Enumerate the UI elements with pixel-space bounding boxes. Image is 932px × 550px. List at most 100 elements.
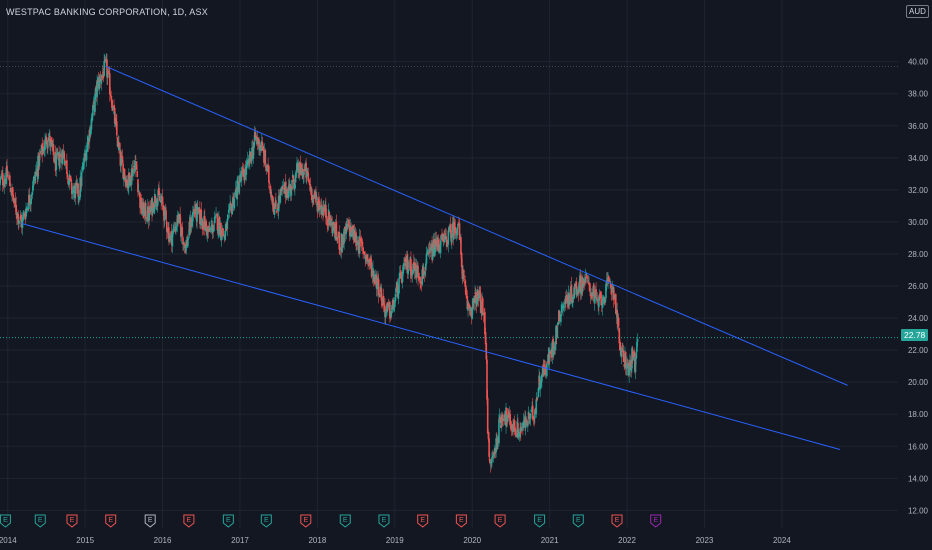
candle-body bbox=[18, 220, 21, 222]
earnings-marker[interactable]: E bbox=[611, 514, 623, 528]
earnings-badge-shape bbox=[455, 514, 467, 528]
candle-body bbox=[118, 141, 120, 149]
earnings-marker[interactable]: E bbox=[417, 514, 429, 528]
candle-body bbox=[614, 294, 617, 314]
candle-body bbox=[451, 233, 453, 243]
x-tick-label: 2017 bbox=[231, 536, 249, 545]
candle-body bbox=[600, 296, 602, 299]
earnings-marker[interactable]: E bbox=[650, 514, 662, 528]
y-tick-label: 40.00 bbox=[908, 58, 929, 67]
earnings-badge-label: E bbox=[303, 517, 308, 524]
candle-body bbox=[168, 227, 170, 242]
candle-body bbox=[72, 190, 74, 193]
candle-body bbox=[355, 232, 357, 247]
candle-body bbox=[560, 304, 563, 313]
candle-body bbox=[200, 209, 203, 224]
candle-body bbox=[595, 297, 598, 301]
earnings-marker[interactable]: E bbox=[455, 514, 467, 528]
candle-body bbox=[328, 211, 331, 220]
candle-body bbox=[498, 418, 500, 444]
y-tick-label: 36.00 bbox=[908, 122, 929, 131]
candle-body bbox=[308, 180, 311, 186]
x-tick-label: 2024 bbox=[773, 536, 791, 545]
candle-body bbox=[156, 198, 159, 207]
earnings-marker[interactable]: E bbox=[222, 514, 234, 528]
candle-body bbox=[208, 228, 211, 232]
earnings-badge-shape bbox=[105, 514, 117, 528]
candle-body bbox=[602, 296, 604, 302]
candle-body bbox=[636, 341, 638, 352]
trendline-upper bbox=[105, 66, 848, 386]
earnings-marker[interactable]: E bbox=[339, 514, 351, 528]
candle-body bbox=[132, 168, 134, 177]
earnings-marker[interactable]: E bbox=[0, 514, 11, 528]
earnings-marker[interactable]: E bbox=[300, 514, 312, 528]
currency-label[interactable]: AUD bbox=[906, 5, 929, 18]
candle-body bbox=[489, 464, 492, 466]
y-tick-label: 14.00 bbox=[908, 474, 929, 483]
candle-body bbox=[607, 277, 609, 282]
candle-body bbox=[613, 297, 616, 299]
candle-body bbox=[527, 421, 529, 427]
candle-body bbox=[496, 437, 499, 450]
candle-body bbox=[490, 460, 493, 465]
candle-body bbox=[121, 156, 124, 164]
candle-body bbox=[356, 243, 358, 245]
earnings-marker[interactable]: E bbox=[34, 514, 46, 528]
candle-body bbox=[336, 236, 338, 241]
candle-body bbox=[466, 296, 469, 310]
candle-body bbox=[622, 350, 625, 362]
candle-body bbox=[145, 217, 148, 220]
candle-body bbox=[552, 338, 554, 353]
candle-body bbox=[443, 234, 446, 243]
earnings-badge-label: E bbox=[653, 517, 658, 524]
candle-body bbox=[86, 142, 89, 152]
earnings-marker[interactable]: E bbox=[534, 514, 546, 528]
candle-body bbox=[18, 220, 20, 222]
earnings-badge-shape bbox=[494, 514, 506, 528]
candle-body bbox=[332, 226, 334, 234]
candle-body bbox=[479, 290, 481, 294]
candle-body bbox=[187, 236, 190, 238]
candle-body bbox=[182, 241, 185, 243]
candle-body bbox=[217, 229, 219, 233]
candle-body bbox=[503, 418, 505, 421]
candle-body bbox=[104, 60, 106, 63]
candle-body bbox=[360, 239, 363, 243]
candle-body bbox=[538, 377, 541, 388]
y-tick-label: 12.00 bbox=[908, 506, 929, 515]
earnings-marker[interactable]: E bbox=[183, 514, 195, 528]
earnings-marker[interactable]: E bbox=[66, 514, 78, 528]
candle-body bbox=[338, 231, 341, 250]
earnings-marker[interactable]: E bbox=[260, 514, 272, 528]
earnings-badge-label: E bbox=[38, 517, 43, 524]
earnings-badge-label: E bbox=[226, 517, 231, 524]
earnings-marker[interactable]: E bbox=[144, 514, 156, 528]
candle-body bbox=[543, 366, 545, 376]
candle-body bbox=[137, 190, 140, 192]
candle-body bbox=[295, 170, 298, 174]
candle-body bbox=[132, 165, 135, 168]
x-tick-label: 2014 bbox=[0, 536, 17, 545]
candle-body bbox=[444, 233, 447, 235]
earnings-badge-shape bbox=[300, 514, 312, 528]
candle-body bbox=[192, 212, 194, 222]
candle-body bbox=[27, 209, 29, 211]
candle-body bbox=[515, 435, 518, 438]
candle-body bbox=[236, 179, 238, 200]
earnings-marker[interactable]: E bbox=[378, 514, 390, 528]
earnings-marker[interactable]: E bbox=[105, 514, 117, 528]
earnings-marker[interactable]: E bbox=[494, 514, 506, 528]
candle-body bbox=[325, 204, 327, 218]
candle-body bbox=[484, 312, 486, 335]
candle-body bbox=[573, 286, 576, 299]
candle-body bbox=[453, 222, 456, 229]
candle-body bbox=[68, 180, 70, 185]
candle-body bbox=[124, 177, 127, 180]
candle-body bbox=[143, 208, 146, 217]
candle-body bbox=[404, 257, 407, 263]
candle-body bbox=[361, 241, 364, 247]
candle-body bbox=[629, 360, 632, 371]
earnings-marker[interactable]: E bbox=[572, 514, 584, 528]
